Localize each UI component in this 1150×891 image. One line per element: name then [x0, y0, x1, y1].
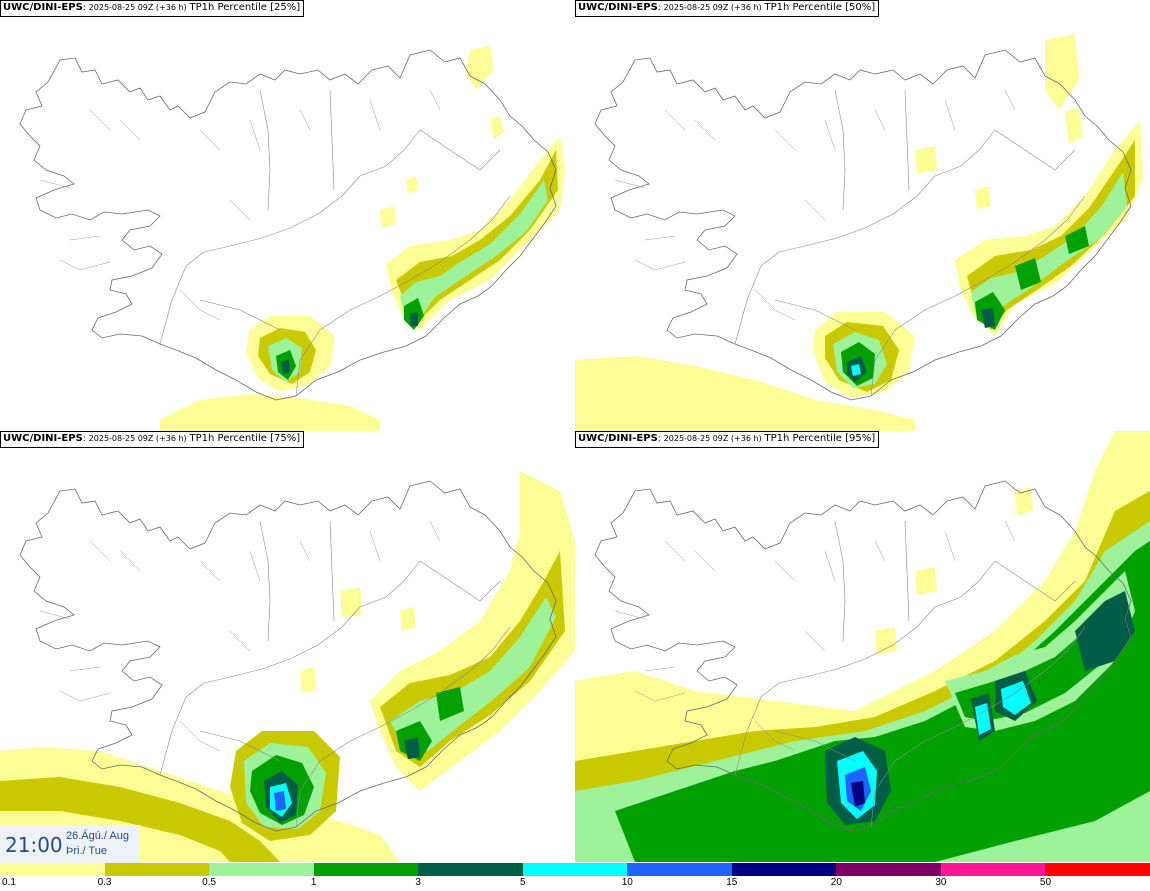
map-panel-75: UWC/DINI-EPS: 2025-08-25 09Z (+36 h) TP1…: [0, 431, 575, 862]
valid-date-line2: Þri./ Tue: [66, 845, 107, 857]
map-panel-95: UWC/DINI-EPS: 2025-08-25 09Z (+36 h) TP1…: [575, 431, 1150, 862]
color-legend-labels: 0.1 0.3 0.5 1 3 5 10 15 20 30 50: [0, 877, 1150, 891]
legend-swatch: [313, 863, 420, 876]
legend-tick-label: 0.3: [97, 877, 112, 888]
precip-map: [0, 471, 575, 862]
legend-swatch: [104, 863, 211, 876]
legend-tick-label: 20: [830, 877, 842, 888]
panel-title: UWC/DINI-EPS: 2025-08-25 09Z (+36 h) TP1…: [575, 431, 880, 448]
legend-swatch: [209, 863, 315, 876]
valid-time: 21:00: [5, 833, 63, 857]
map-panel-50: UWC/DINI-EPS: 2025-08-25 09Z (+36 h) TP1…: [575, 0, 1150, 431]
legend-tick-label: 30: [935, 877, 947, 888]
valid-time-box: 21:00 26.Ágú./ Aug Þri./ Tue: [0, 825, 140, 863]
valid-date-line1: 26.Ágú./ Aug: [66, 830, 129, 842]
legend-tick-label: 15: [726, 877, 738, 888]
color-legend-bar: [0, 863, 1150, 876]
legend-tick-label: 1: [310, 877, 317, 888]
legend-tick-label: 3: [415, 877, 421, 888]
legend-tick-label: 10: [621, 877, 633, 888]
precip-map: [575, 431, 1150, 862]
legend-tick-label: 0.1: [2, 877, 16, 888]
legend-swatch: [522, 863, 629, 876]
legend-swatch: [1045, 863, 1150, 876]
legend-swatch: [836, 863, 942, 876]
precip-map: [19, 46, 565, 431]
panel-title: UWC/DINI-EPS: 2025-08-25 09Z (+36 h) TP1…: [0, 431, 305, 448]
legend-swatch: [0, 863, 106, 876]
legend-tick-label: 50: [1039, 877, 1052, 888]
legend-swatch: [731, 863, 838, 876]
legend-swatch: [418, 863, 524, 876]
legend-tick-label: 0.5: [202, 877, 217, 888]
map-panel-25: UWC/DINI-EPS: 2025-08-25 09Z (+36 h) TP1…: [0, 0, 575, 431]
legend-swatch: [627, 863, 733, 876]
panel-title: UWC/DINI-EPS: 2025-08-25 09Z (+36 h) TP1…: [575, 0, 880, 17]
panel-title: UWC/DINI-EPS: 2025-08-25 09Z (+36 h) TP1…: [0, 0, 305, 17]
legend-swatch: [940, 863, 1047, 876]
precip-map: [575, 34, 1143, 431]
legend-tick-label: 5: [519, 877, 526, 888]
